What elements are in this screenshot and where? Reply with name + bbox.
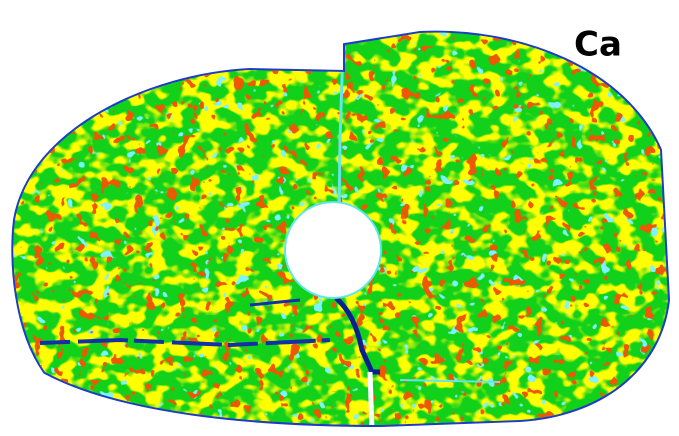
crack	[249, 298, 301, 307]
element-label: Ca	[574, 25, 622, 65]
center-hole	[284, 201, 382, 299]
crack	[334, 296, 380, 375]
crack	[399, 379, 501, 383]
crack	[39, 337, 331, 348]
gap	[367, 371, 375, 425]
